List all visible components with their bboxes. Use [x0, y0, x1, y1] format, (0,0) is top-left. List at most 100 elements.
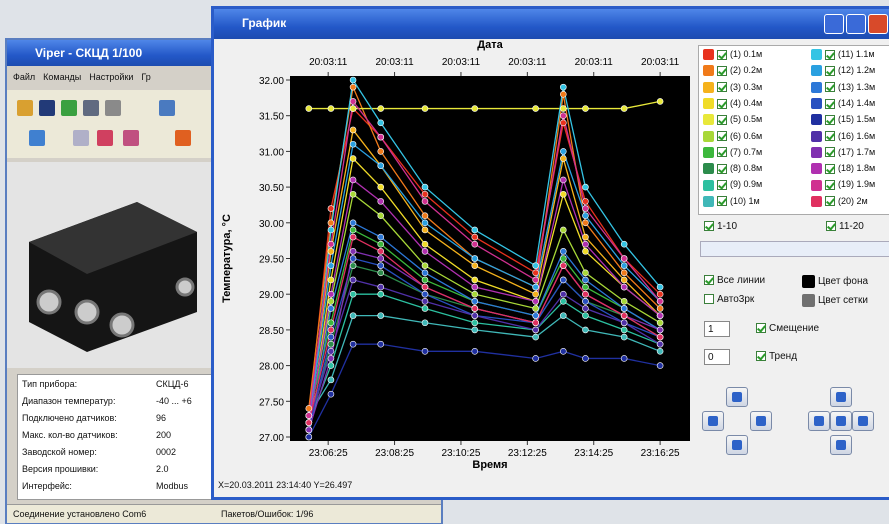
- desktop: Viper - СКЦД 1/100 Файл Команды Настройк…: [0, 0, 889, 524]
- tool-button[interactable]: [97, 130, 113, 146]
- legend-item[interactable]: (2) 0.2м: [703, 65, 762, 76]
- close-button[interactable]: [868, 14, 888, 34]
- legend-item[interactable]: (11) 1.1м: [811, 49, 875, 60]
- y-axis-title: Температура, °С: [221, 214, 233, 303]
- refresh-button[interactable]: [29, 130, 45, 146]
- spinner-check[interactable]: Тренд: [756, 351, 797, 362]
- scrollbar[interactable]: [700, 241, 889, 257]
- legend-item[interactable]: (10) 1м: [703, 196, 760, 207]
- legend-check[interactable]: [825, 99, 835, 109]
- tool-button[interactable]: [123, 130, 139, 146]
- spinner[interactable]: 1: [704, 321, 730, 337]
- legend-item[interactable]: (14) 1.4м: [811, 98, 875, 109]
- legend-check[interactable]: [717, 147, 727, 157]
- legend-item[interactable]: (6) 0.6м: [703, 131, 762, 142]
- legend-check[interactable]: [717, 99, 727, 109]
- data-point: [378, 263, 384, 269]
- legend-check[interactable]: [717, 66, 727, 76]
- x-tick-label: 23:10:25: [441, 448, 480, 459]
- legend-item[interactable]: (8) 0.8м: [703, 163, 762, 174]
- data-point: [328, 305, 334, 311]
- data-point: [422, 270, 428, 276]
- minimize-button[interactable]: [824, 14, 844, 34]
- data-point: [328, 241, 334, 247]
- save-button[interactable]: [39, 100, 55, 116]
- legend-item[interactable]: (1) 0.1м: [703, 49, 762, 60]
- legend-item[interactable]: (12) 1.2м: [811, 65, 875, 76]
- data-point: [657, 305, 663, 311]
- menu-item[interactable]: Команды: [43, 72, 81, 88]
- pan-down-button[interactable]: [726, 435, 748, 455]
- legend-label: (11) 1.1м: [838, 49, 875, 59]
- legend-check[interactable]: [717, 50, 727, 60]
- zoom-in-y-button[interactable]: [830, 387, 852, 407]
- menu-item[interactable]: Файл: [13, 72, 35, 88]
- data-point: [422, 241, 428, 247]
- x-tick-label: 23:14:25: [574, 448, 613, 459]
- data-point: [422, 284, 428, 290]
- pan-left-button[interactable]: [702, 411, 724, 431]
- legend-item[interactable]: (18) 1.8м: [811, 163, 875, 174]
- legend-item[interactable]: (17) 1.7м: [811, 147, 875, 158]
- legend-item[interactable]: (15) 1.5м: [811, 114, 875, 125]
- legend-item[interactable]: (19) 1.9м: [811, 179, 875, 190]
- legend-item[interactable]: (7) 0.7м: [703, 147, 762, 158]
- menu-item[interactable]: Гр: [141, 72, 150, 88]
- maximize-button[interactable]: [846, 14, 866, 34]
- data-point: [422, 248, 428, 254]
- legend-check[interactable]: [825, 50, 835, 60]
- data-point: [378, 163, 384, 169]
- y-tick-label: 31.50: [259, 112, 284, 123]
- zoom-x-button[interactable]: [852, 411, 874, 431]
- option-check[interactable]: Авто3рк: [704, 294, 754, 305]
- legend-check[interactable]: [717, 82, 727, 92]
- legend-check[interactable]: [717, 115, 727, 125]
- tool-button[interactable]: [159, 100, 175, 116]
- open-button[interactable]: [17, 100, 33, 116]
- table-button[interactable]: [61, 100, 77, 116]
- legend-item[interactable]: (3) 0.3м: [703, 82, 762, 93]
- legend-check[interactable]: [717, 164, 727, 174]
- tool-button[interactable]: [175, 130, 191, 146]
- legend-check[interactable]: [825, 82, 835, 92]
- copy-button[interactable]: [83, 100, 99, 116]
- color-option[interactable]: Цвет сетки: [802, 294, 868, 307]
- legend-item[interactable]: (20) 2м: [811, 196, 868, 207]
- pan-up-button[interactable]: [726, 387, 748, 407]
- legend-check[interactable]: [825, 180, 835, 190]
- spinner-check[interactable]: Смещение: [756, 323, 819, 334]
- legend-item[interactable]: (13) 1.3м: [811, 82, 875, 93]
- pan-right-button[interactable]: [750, 411, 772, 431]
- zoom-out-y-button[interactable]: [830, 435, 852, 455]
- legend-check[interactable]: [717, 131, 727, 141]
- legend-check[interactable]: [825, 131, 835, 141]
- zoom-reset-button[interactable]: [830, 411, 852, 431]
- legend-check[interactable]: [825, 196, 835, 206]
- legend-item[interactable]: (4) 0.4м: [703, 98, 762, 109]
- legend-check[interactable]: [717, 180, 727, 190]
- print-button[interactable]: [105, 100, 121, 116]
- legend-check[interactable]: [717, 196, 727, 206]
- data-point: [306, 434, 312, 440]
- legend-item[interactable]: (9) 0.9м: [703, 179, 762, 190]
- legend-item[interactable]: (5) 0.5м: [703, 114, 762, 125]
- legend-item[interactable]: (16) 1.6м: [811, 131, 875, 142]
- data-point: [582, 241, 588, 247]
- color-option[interactable]: Цвет фона: [802, 275, 868, 288]
- info-value: 0002: [156, 447, 176, 457]
- spinner[interactable]: 0: [704, 349, 730, 365]
- data-point: [378, 248, 384, 254]
- tool-button[interactable]: [73, 130, 89, 146]
- zoom-x-button[interactable]: [808, 411, 830, 431]
- legend-check[interactable]: [825, 115, 835, 125]
- legend-check[interactable]: [825, 164, 835, 174]
- legend-check[interactable]: [825, 66, 835, 76]
- data-point: [350, 256, 356, 262]
- data-point: [621, 263, 627, 269]
- legend-check[interactable]: [825, 147, 835, 157]
- group-check[interactable]: 1-10: [704, 221, 737, 232]
- group-check[interactable]: 11-20: [826, 221, 864, 232]
- data-point: [582, 184, 588, 190]
- option-check[interactable]: Все линии: [704, 275, 765, 286]
- menu-item[interactable]: Настройки: [89, 72, 133, 88]
